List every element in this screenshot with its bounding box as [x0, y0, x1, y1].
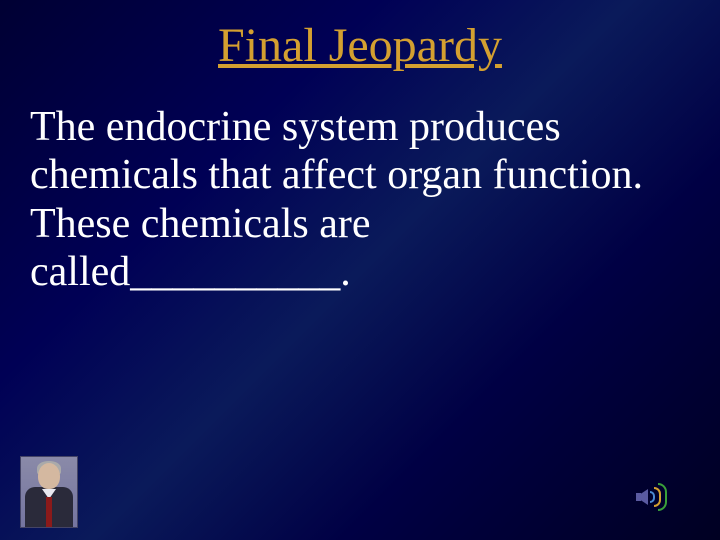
sound-icon[interactable]: [636, 484, 668, 510]
speaker-cone: [636, 489, 648, 505]
host-tie: [46, 497, 52, 527]
game-host-icon[interactable]: [20, 456, 78, 528]
sound-wave-3: [658, 483, 667, 511]
host-face: [38, 463, 60, 489]
slide-body-text: The endocrine system produces chemicals …: [0, 73, 720, 296]
slide-title: Final Jeopardy: [0, 0, 720, 73]
